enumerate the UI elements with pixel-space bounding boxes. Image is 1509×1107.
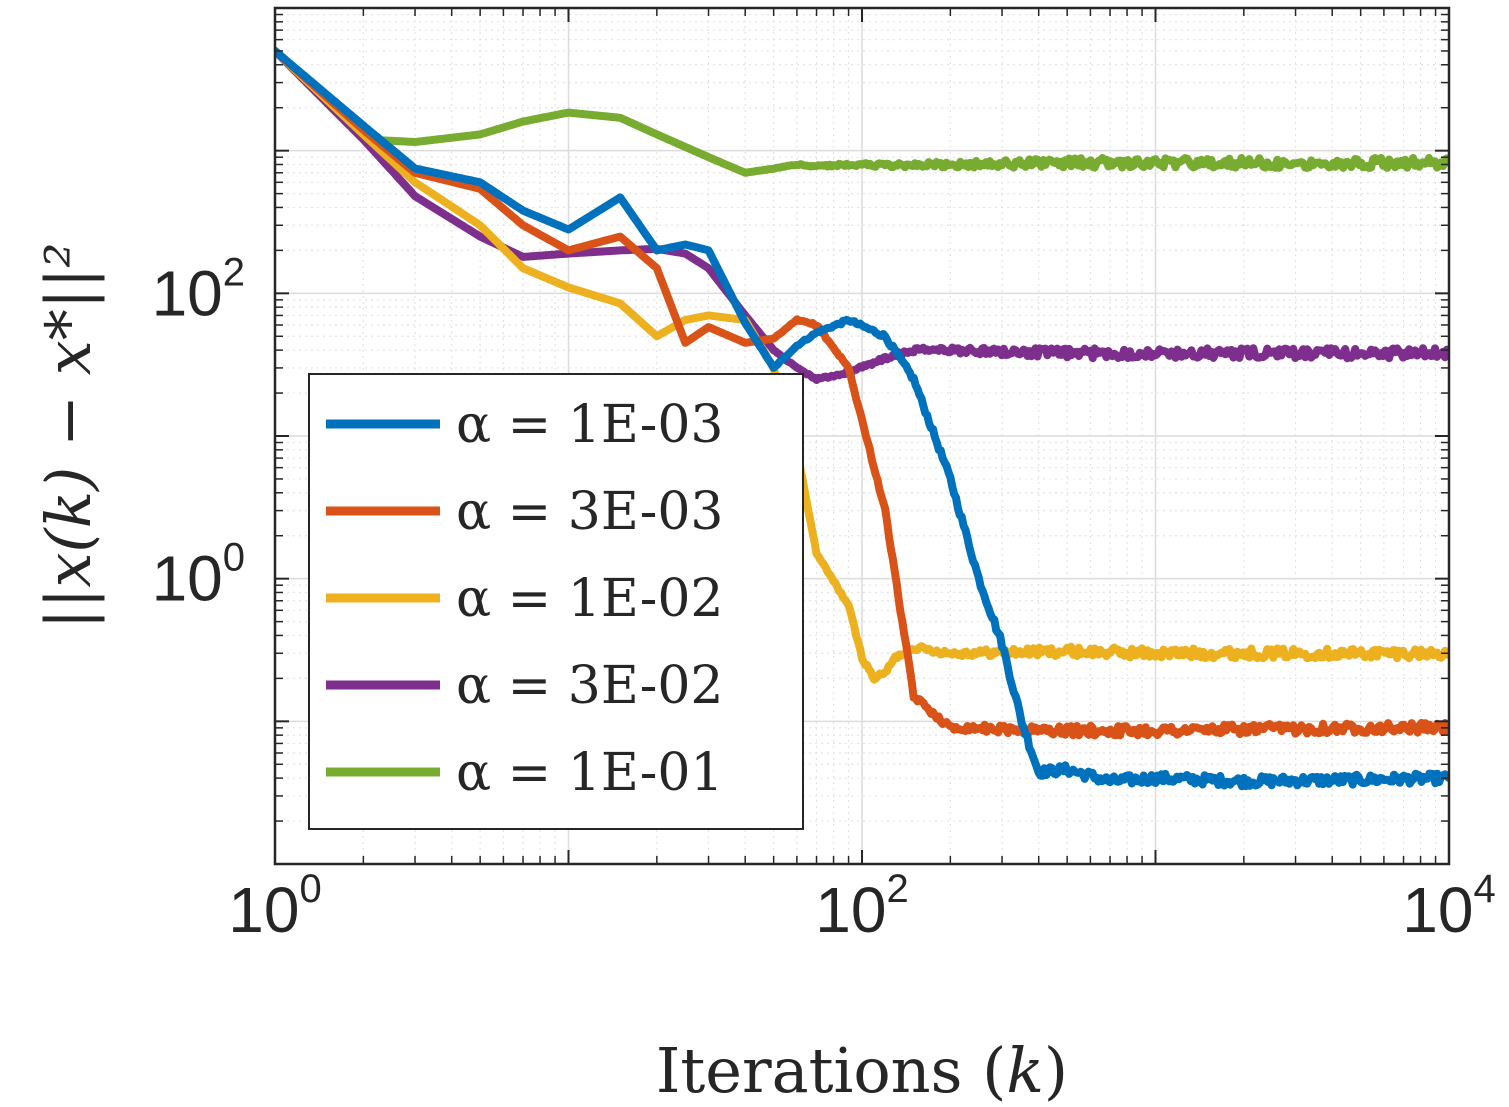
series-lines <box>275 46 1449 791</box>
legend-label-1: α = 3E-03 <box>456 482 724 542</box>
legend: α = 1E-03 α = 3E-03 α = 1E-02 α = 3E-02 α = … <box>308 373 804 830</box>
legend-label-4: α = 1E-01 <box>456 743 724 803</box>
x-tick-label: 100 <box>228 867 321 946</box>
legend-label-3: α = 3E-02 <box>456 656 724 716</box>
y-tick-label: 100 <box>152 536 245 615</box>
y-axis-label: ||x(k) − x*||² <box>32 243 105 630</box>
series-line-1 <box>275 46 1449 740</box>
x-axis-label: Iterations (k) <box>656 1034 1068 1107</box>
legend-label-0: α = 1E-03 <box>456 395 724 455</box>
series-line-4 <box>275 46 1449 177</box>
series-line-2 <box>275 46 1449 684</box>
tick-labels: 100 102 104 100 102 <box>152 250 1496 946</box>
legend-label-2: α = 1E-02 <box>456 569 724 629</box>
y-tick-label: 102 <box>152 250 245 329</box>
series-line-3 <box>275 46 1449 384</box>
axis-ticks <box>274 8 1449 865</box>
series-line-0 <box>275 46 1449 791</box>
x-tick-label: 102 <box>815 867 908 946</box>
x-tick-label: 104 <box>1402 867 1495 946</box>
